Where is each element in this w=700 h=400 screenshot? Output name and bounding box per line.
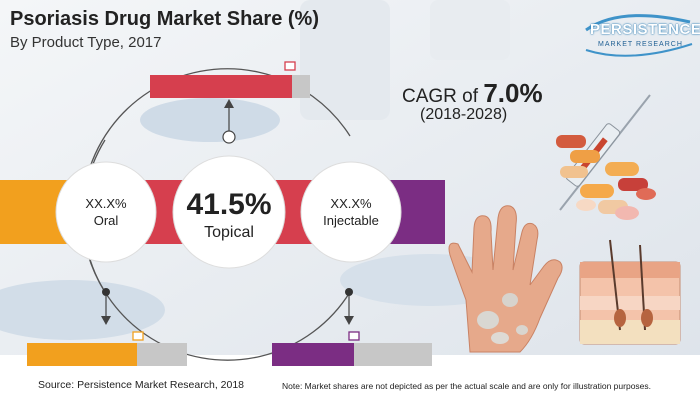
bottle-shape <box>300 0 390 120</box>
oral-label-group: XX.X% Oral <box>56 196 156 228</box>
topical-label-group: 41.5% Topical <box>173 188 285 242</box>
up-arrow-icon <box>224 99 234 108</box>
psoriasis-hand-icon <box>448 205 563 353</box>
oral-category: Oral <box>93 213 119 228</box>
source-text: Source: Persistence Market Research, 201… <box>38 379 245 391</box>
down-arrow-icon <box>101 316 111 325</box>
logo: PERSISTENCE MARKET RESEARCH <box>584 12 700 62</box>
share-bar-oral <box>27 331 187 366</box>
chart-title: Psoriasis Drug Market Share (%) <box>10 8 319 30</box>
connector-node <box>222 130 236 144</box>
logo-swoosh-icon <box>585 14 691 32</box>
logo-swoosh-icon <box>585 43 693 57</box>
injectable-label-group: XX.X% Injectable <box>301 196 401 228</box>
injectable-value: XX.X% <box>330 196 372 211</box>
topical-value: 41.5% <box>186 188 272 221</box>
circle-injectable <box>300 161 402 263</box>
cagr-label: CAGR of 7.0% <box>402 78 543 109</box>
bottle-cap-shape <box>430 0 510 60</box>
blurred-pill-shape <box>0 280 165 340</box>
cagr-prefix: CAGR of <box>402 86 484 107</box>
connector-node <box>102 288 110 296</box>
topical-category: Topical <box>204 224 254 241</box>
skin-cross-section-icon <box>579 239 681 345</box>
connector-node <box>345 288 353 296</box>
circle-topical <box>172 155 286 269</box>
share-bar-topical <box>150 61 310 98</box>
pills-icon <box>556 135 656 220</box>
cagr-period: (2018-2028) <box>420 106 508 123</box>
blurred-pill-shape <box>140 98 280 142</box>
share-bar-injectable <box>272 331 432 366</box>
logo-subtext: MARKET RESEARCH <box>598 41 683 48</box>
chart-subtitle: By Product Type, 2017 <box>10 34 162 51</box>
injectable-category: Injectable <box>323 213 379 228</box>
oral-value: XX.X% <box>85 196 127 211</box>
down-arrow-icon <box>344 316 354 325</box>
cagr-value: 7.0% <box>483 78 543 108</box>
note-text: Note: Market shares are not depicted as … <box>282 381 652 391</box>
circle-oral <box>55 161 157 263</box>
logo-text: PERSISTENCE <box>590 21 700 38</box>
